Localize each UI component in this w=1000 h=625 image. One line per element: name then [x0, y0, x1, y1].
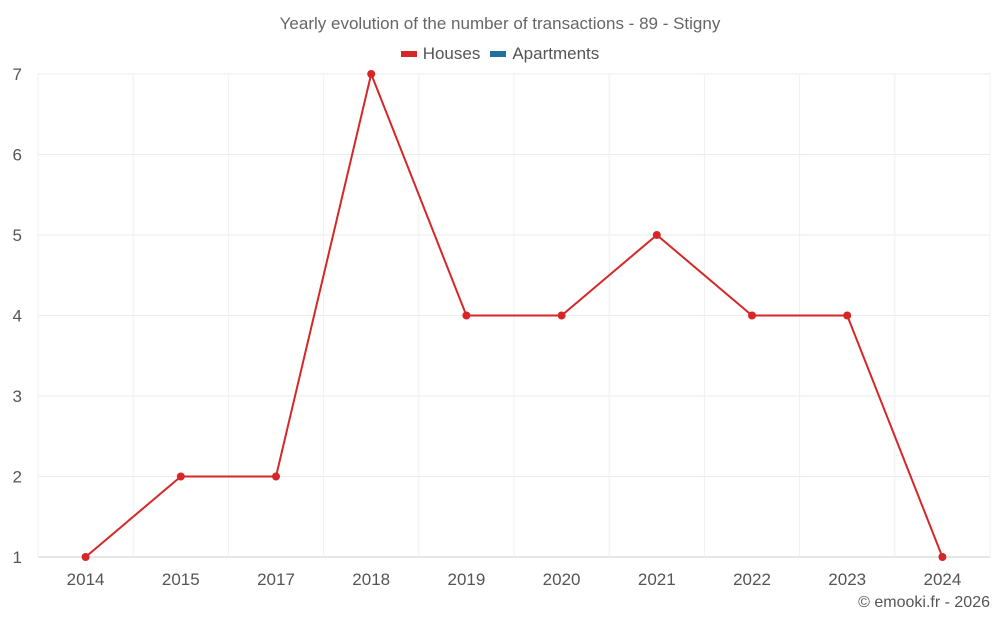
y-tick-label: 4: [13, 307, 22, 326]
series-line-houses: [84, 73, 944, 558]
y-tick-label: 5: [13, 226, 22, 245]
legend-label-houses: Houses: [422, 44, 481, 63]
data-point-houses: [557, 311, 566, 320]
chart-title: Yearly evolution of the number of transa…: [279, 14, 721, 33]
x-tick-label: 2014: [67, 570, 105, 589]
y-tick-label: 3: [13, 387, 22, 406]
data-point-houses: [81, 553, 90, 561]
data-point-houses: [938, 553, 947, 561]
y-tick-label: 6: [13, 146, 22, 165]
data-point-houses: [843, 311, 852, 320]
x-tick-label: 2022: [733, 570, 771, 589]
x-tick-label: 2024: [923, 570, 961, 589]
data-point-houses: [176, 472, 185, 481]
legend-label-apartments: Apartments: [512, 44, 600, 63]
x-tick-label: 2017: [257, 570, 295, 589]
credit-text: © emooki.fr - 2026: [858, 594, 990, 611]
y-tick-label: 2: [13, 468, 22, 487]
data-point-houses: [367, 70, 376, 78]
x-tick-label: 2020: [543, 570, 581, 589]
data-point-houses: [748, 311, 756, 320]
legend-item-houses[interactable]: Houses: [400, 44, 481, 64]
legend-item-apartments[interactable]: Apartments: [490, 44, 599, 64]
chart-legend: Houses Apartments: [0, 44, 1000, 64]
legend-swatch-apartments: [490, 51, 507, 57]
x-tick-label: 2023: [828, 570, 866, 589]
x-tick-label: 2021: [638, 570, 676, 589]
y-tick-label: 1: [13, 548, 22, 567]
x-tick-label: 2019: [447, 570, 485, 589]
data-point-houses: [462, 311, 471, 320]
y-tick-label: 7: [13, 65, 22, 84]
data-point-houses: [272, 472, 280, 481]
x-tick-label: 2015: [162, 570, 200, 589]
data-point-houses: [652, 231, 661, 239]
legend-swatch-houses: [400, 51, 417, 57]
x-tick-label: 2018: [352, 570, 390, 589]
